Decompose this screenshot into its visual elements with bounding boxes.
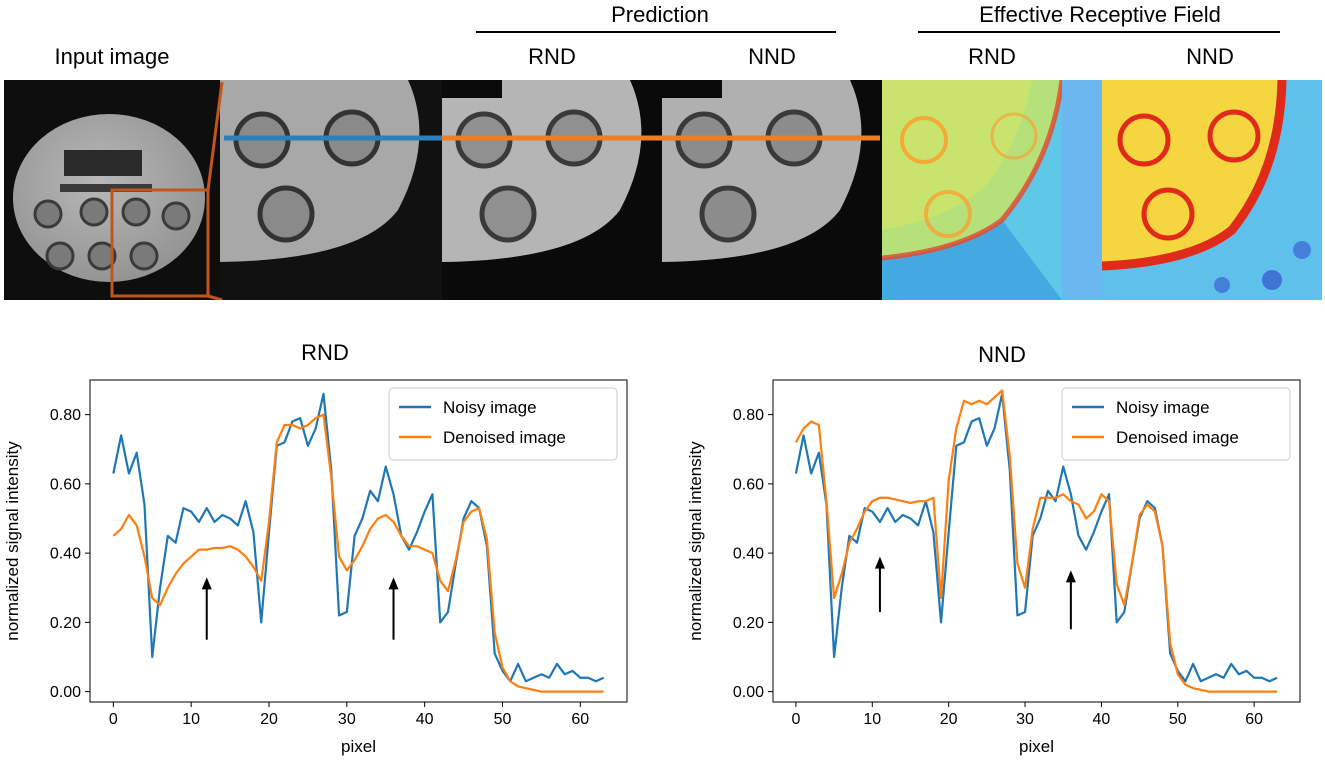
- rnd-ytick-label: 0.20: [50, 615, 81, 632]
- crop-box: [110, 188, 210, 298]
- rnd-legend-box: [388, 387, 618, 461]
- nnd-series-denoised-line: [794, 389, 1278, 693]
- nnd-legend-label-1: Denoised image: [1116, 428, 1239, 447]
- rnd-xtick-label: 50: [494, 711, 512, 728]
- prediction-rnd-label: RND: [528, 44, 576, 69]
- rnd-xtick-label: 60: [571, 711, 589, 728]
- rnd-xtick-label: 40: [416, 711, 434, 728]
- nnd-arrow-head-0: [874, 556, 885, 569]
- nnd-arrow-head-1: [1065, 570, 1076, 583]
- prediction-rnd-panel: [442, 80, 662, 300]
- rnd-xtick-label: 30: [338, 711, 356, 728]
- rnd-ytick-label: 0.00: [50, 684, 81, 701]
- rnd-xtick-label: 20: [260, 711, 278, 728]
- input-image-panel: [4, 80, 220, 300]
- phantom-disc: [13, 114, 205, 282]
- phantom-label-slot: [64, 150, 142, 176]
- nnd-ytick-label: 0.60: [733, 476, 764, 493]
- rnd-plot-frame: [89, 379, 628, 703]
- chart-title-nnd: NND: [978, 342, 1026, 367]
- prediction-bracket-line: [476, 31, 836, 33]
- erf-rnd-panel: [882, 80, 1102, 300]
- erf-nnd-label: NND: [1186, 44, 1234, 69]
- nnd-ytick-label: 0.40: [733, 546, 764, 563]
- nnd-xlabel: pixel: [1019, 737, 1054, 756]
- nnd-ytick-label: 0.20: [733, 615, 764, 632]
- rnd-legend-label-0: Noisy image: [443, 398, 537, 417]
- nnd-xtick-label: 0: [791, 711, 800, 728]
- nnd-ytick-label: 0.00: [733, 684, 764, 701]
- rnd-arrow-head-0: [201, 577, 212, 590]
- chart-title-rnd: RND: [301, 340, 349, 365]
- nnd-legend-box: [1061, 387, 1291, 461]
- nnd-legend-label-0: Noisy image: [1116, 398, 1210, 417]
- rnd-xtick-label: 10: [182, 711, 200, 728]
- nnd-xtick-label: 50: [1169, 711, 1187, 728]
- charts-container: 0 10 20 30 40 50 60 0.00 0.20 0.40 0.60 0.80 pixel no…: [3, 379, 1301, 756]
- rnd-ytick-label: 0.40: [50, 546, 81, 563]
- nnd-xtick-label: 10: [863, 711, 881, 728]
- prediction-nnd-label: NND: [748, 44, 796, 69]
- profile-overlay: [206, 81, 880, 300]
- rnd-legend-label-1: Denoised image: [443, 428, 566, 447]
- nnd-xtick-label: 30: [1016, 711, 1034, 728]
- crop-connector-bottom: [207, 294, 223, 300]
- nnd-ytick-label: 0.80: [733, 407, 764, 424]
- rnd-series-denoised-line: [112, 413, 604, 693]
- rnd-xlabel: pixel: [341, 737, 376, 756]
- rnd-series-noisy-line: [112, 392, 605, 683]
- nnd-xtick-label: 60: [1245, 711, 1263, 728]
- nnd-ylabel: normalized signal intensity: [686, 441, 705, 641]
- erf-bracket-line: [918, 31, 1280, 33]
- zoomed-crop-panel: [220, 80, 442, 300]
- rnd-arrow-head-1: [388, 577, 399, 590]
- nnd-plot-frame: [772, 379, 1301, 703]
- erf-rnd-label: RND: [968, 44, 1016, 69]
- prediction-label: Prediction: [611, 2, 709, 27]
- erf-nnd-panel: [1102, 80, 1322, 300]
- prediction-nnd-panel: [662, 80, 882, 300]
- rnd-ylabel: normalized signal intensity: [3, 441, 22, 641]
- nnd-xtick-label: 40: [1093, 711, 1111, 728]
- erf-label: Effective Receptive Field: [979, 2, 1221, 27]
- rnd-xtick-label: 0: [109, 711, 118, 728]
- nnd-series-noisy-line: [794, 392, 1278, 683]
- crop-connector-top: [206, 81, 224, 191]
- nnd-xtick-label: 20: [940, 711, 958, 728]
- rnd-ytick-label: 0.80: [50, 407, 81, 424]
- rnd-ytick-label: 0.60: [50, 476, 81, 493]
- input-image-label: Input image: [54, 44, 170, 69]
